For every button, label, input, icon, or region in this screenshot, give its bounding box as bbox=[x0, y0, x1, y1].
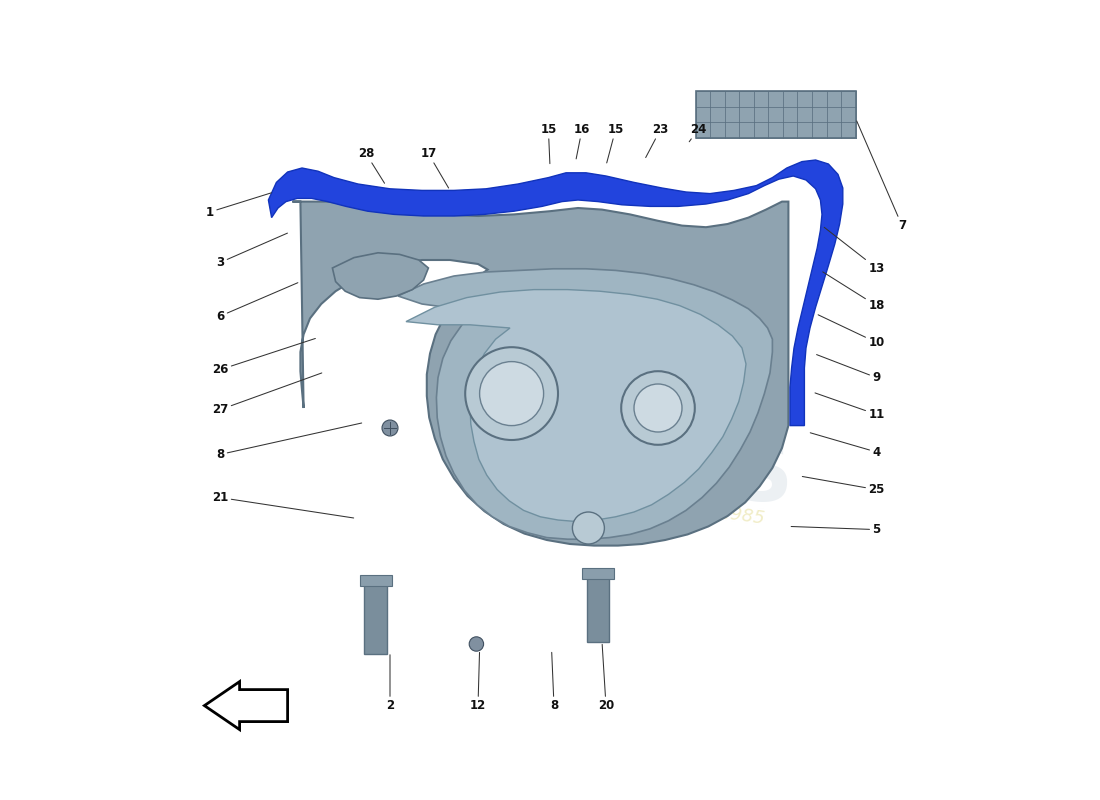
Text: a passion for parts since 1985: a passion for parts since 1985 bbox=[494, 472, 766, 528]
Text: 1: 1 bbox=[206, 193, 272, 218]
Text: 23: 23 bbox=[646, 123, 669, 158]
Circle shape bbox=[572, 512, 604, 544]
Text: 5: 5 bbox=[791, 523, 880, 536]
Text: 17: 17 bbox=[420, 147, 449, 188]
Bar bbox=[360, 575, 392, 586]
Text: 24: 24 bbox=[690, 123, 706, 142]
Text: 12: 12 bbox=[470, 652, 486, 712]
Polygon shape bbox=[205, 682, 287, 730]
Text: 20: 20 bbox=[598, 644, 614, 712]
Bar bbox=[582, 568, 614, 579]
Text: 10: 10 bbox=[818, 314, 884, 349]
Text: EURO
CAR
PARTS: EURO CAR PARTS bbox=[498, 250, 793, 518]
Circle shape bbox=[634, 384, 682, 432]
Bar bbox=[695, 91, 856, 138]
Circle shape bbox=[470, 637, 484, 651]
Text: 11: 11 bbox=[815, 393, 884, 421]
Text: 25: 25 bbox=[802, 477, 884, 496]
Polygon shape bbox=[398, 269, 772, 539]
Text: 27: 27 bbox=[212, 373, 322, 416]
Polygon shape bbox=[293, 202, 789, 546]
Bar bbox=[586, 574, 609, 642]
Circle shape bbox=[480, 362, 543, 426]
Circle shape bbox=[382, 420, 398, 436]
Text: 18: 18 bbox=[823, 272, 884, 312]
Text: 6: 6 bbox=[217, 282, 298, 322]
Text: 8: 8 bbox=[217, 423, 362, 461]
Text: 9: 9 bbox=[816, 354, 880, 384]
Text: 13: 13 bbox=[824, 227, 884, 274]
Text: 15: 15 bbox=[540, 123, 557, 164]
Polygon shape bbox=[332, 253, 428, 299]
Circle shape bbox=[465, 347, 558, 440]
Text: 3: 3 bbox=[217, 233, 287, 269]
Text: 28: 28 bbox=[358, 147, 385, 183]
Text: 16: 16 bbox=[574, 123, 591, 159]
Polygon shape bbox=[406, 290, 746, 522]
Bar bbox=[364, 581, 387, 654]
Text: 21: 21 bbox=[212, 491, 354, 518]
Text: 26: 26 bbox=[212, 338, 316, 376]
Polygon shape bbox=[268, 160, 843, 426]
Circle shape bbox=[621, 371, 695, 445]
Text: 8: 8 bbox=[550, 652, 558, 712]
Text: 15: 15 bbox=[607, 123, 624, 163]
Text: 2: 2 bbox=[386, 654, 394, 712]
Text: 7: 7 bbox=[857, 121, 906, 232]
Text: 4: 4 bbox=[811, 433, 880, 458]
